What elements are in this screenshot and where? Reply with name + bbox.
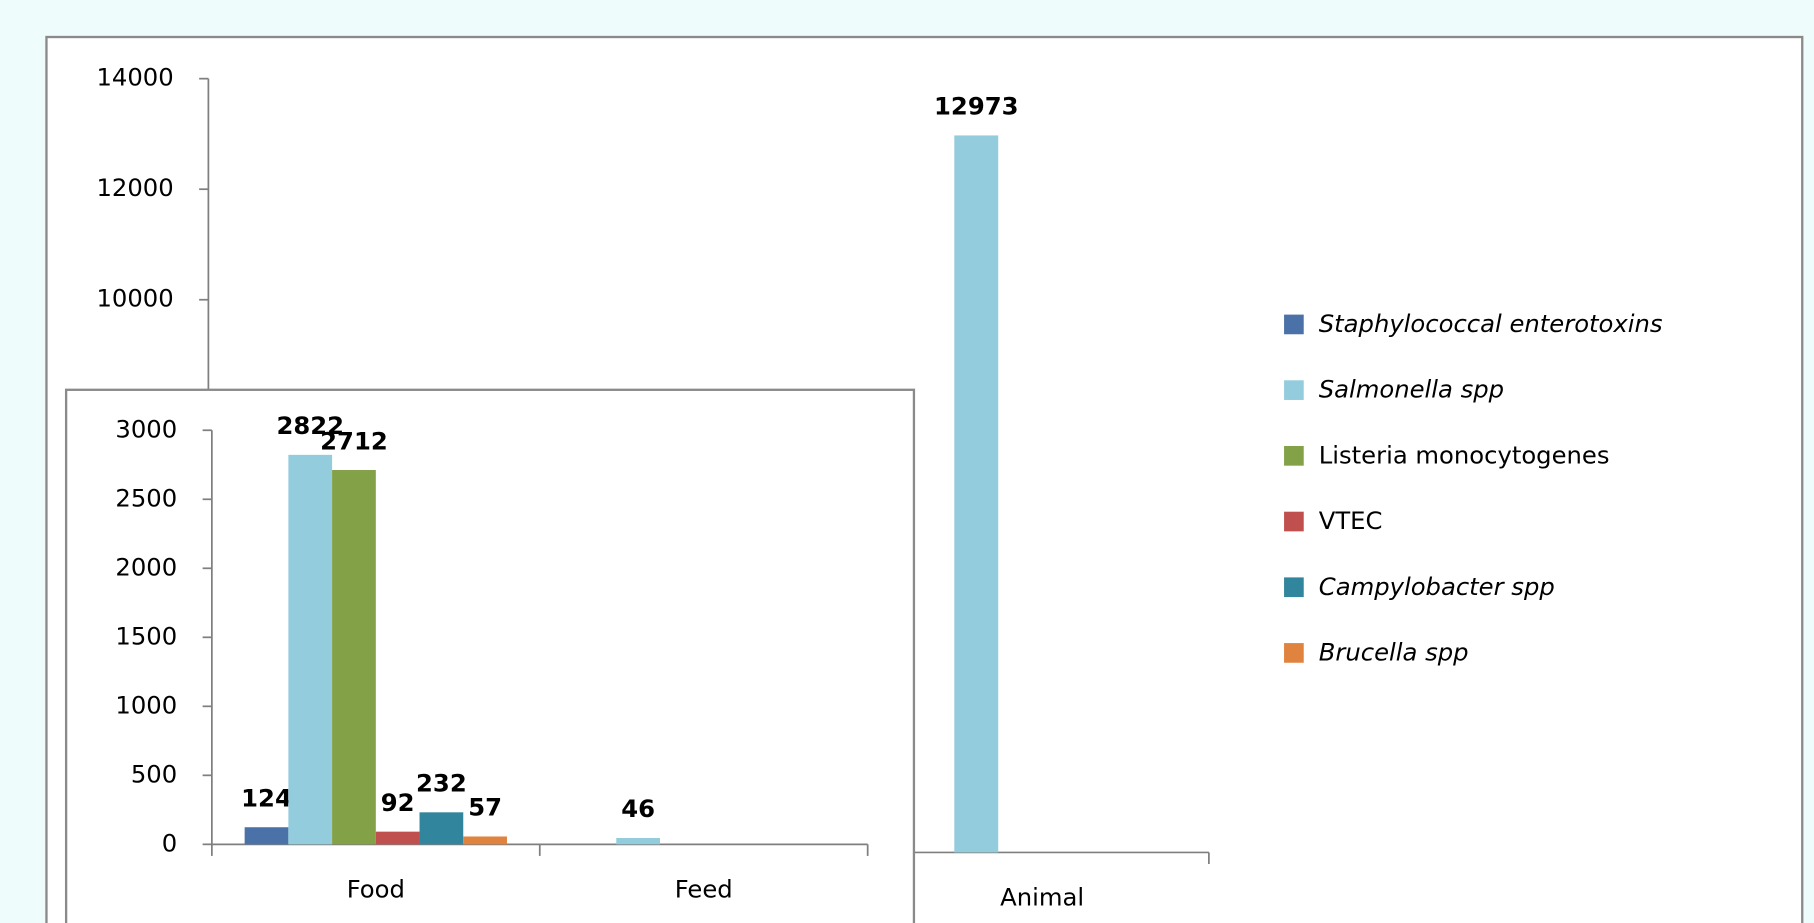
legend-swatch: [1284, 314, 1304, 335]
x-tick-label: Animal: [1000, 883, 1084, 912]
legend-swatch: [1284, 577, 1304, 598]
legend-label: Salmonella spp: [1319, 375, 1504, 404]
value-label: 2822: [276, 411, 344, 440]
value-label: 12973: [934, 92, 1018, 121]
legend-label: Listeria monocytogenes: [1319, 440, 1610, 469]
value-label: 92: [381, 788, 415, 817]
value-label: 57: [468, 793, 502, 822]
legend-label: Brucella spp: [1319, 638, 1469, 667]
bar: [419, 812, 464, 845]
bar: [463, 836, 507, 845]
y-tick-label: 500: [131, 759, 177, 788]
legend-label: Campylobacter spp: [1319, 572, 1555, 601]
value-label: 2712: [320, 426, 388, 455]
bar: [375, 831, 420, 845]
bar: [616, 837, 660, 845]
bar: [288, 454, 333, 845]
y-tick-label: 14000: [96, 63, 173, 92]
x-tick-label: Food: [347, 875, 405, 904]
legend-swatch: [1284, 380, 1304, 400]
bar: [954, 135, 999, 853]
bar: [244, 827, 289, 845]
legend-label: Staphylococcal enterotoxins: [1319, 309, 1663, 338]
legend-swatch: [1284, 446, 1304, 466]
value-label: 124: [241, 783, 292, 812]
legend-swatch: [1284, 511, 1304, 532]
bar: [332, 470, 376, 845]
y-tick-label: 2500: [115, 483, 177, 512]
value-label: 232: [416, 769, 467, 798]
x-tick-label: Feed: [675, 875, 733, 904]
y-tick-label: 10000: [96, 284, 173, 313]
legend-label: VTEC: [1319, 506, 1383, 535]
y-tick-label: 1500: [115, 621, 177, 650]
y-tick-label: 2000: [115, 552, 177, 581]
y-tick-label: 0: [162, 828, 177, 857]
legend-swatch: [1284, 643, 1304, 663]
y-tick-label: 12000: [96, 173, 173, 202]
value-label: 46: [621, 794, 655, 823]
y-tick-label: 3000: [115, 414, 177, 443]
y-tick-label: 1000: [115, 690, 177, 719]
inset-frame: [64, 388, 916, 923]
